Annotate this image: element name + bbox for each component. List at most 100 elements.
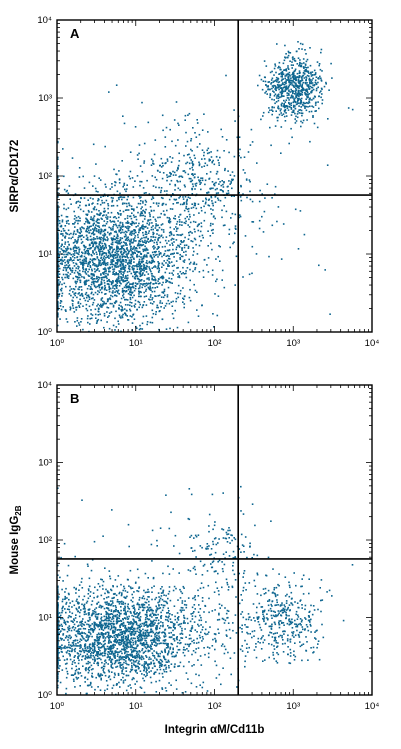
event-dot <box>133 591 135 593</box>
event-dot <box>80 263 82 265</box>
event-dot <box>57 216 59 219</box>
event-dot <box>137 202 140 205</box>
event-dot <box>75 247 78 250</box>
event-dot <box>81 234 83 237</box>
event-dot <box>88 656 90 659</box>
event-dot <box>82 210 85 213</box>
event-dot <box>149 288 151 291</box>
event-dot <box>284 101 287 103</box>
event-dot <box>98 291 101 294</box>
event-dot <box>206 264 208 266</box>
event-dot <box>74 647 77 650</box>
event-dot <box>196 637 198 640</box>
event-dot <box>191 193 194 195</box>
event-dot <box>69 627 71 630</box>
event-dot <box>194 188 196 190</box>
event-dot <box>77 215 80 218</box>
event-dot <box>170 232 173 235</box>
event-dot <box>115 273 118 276</box>
event-dot <box>121 246 123 248</box>
event-dot <box>105 247 107 249</box>
event-dot <box>162 231 165 233</box>
event-dot <box>160 306 162 308</box>
event-dot <box>310 82 312 85</box>
event-dot <box>127 225 129 228</box>
event-dot <box>138 328 141 331</box>
event-dot <box>57 645 59 647</box>
event-dot <box>240 199 243 202</box>
event-dot <box>229 174 232 176</box>
event-dot <box>261 88 264 91</box>
event-dot <box>84 280 86 283</box>
event-dot <box>239 215 242 218</box>
event-dot <box>157 601 159 604</box>
event-dot <box>68 223 70 225</box>
event-dot <box>312 115 314 117</box>
event-dot <box>189 299 192 302</box>
event-dot <box>78 251 80 253</box>
event-dot <box>111 291 114 294</box>
event-dot <box>155 311 157 313</box>
event-dot <box>183 184 186 186</box>
event-dot <box>57 219 59 222</box>
event-dot <box>158 252 161 255</box>
event-dot <box>285 68 288 70</box>
event-dot <box>131 230 134 232</box>
event-dot <box>91 600 94 602</box>
event-dot <box>61 262 63 264</box>
event-dot <box>292 109 294 112</box>
event-dot <box>124 284 127 287</box>
event-dot <box>123 607 125 610</box>
event-dot <box>311 89 314 92</box>
event-dot <box>198 634 201 637</box>
event-dot <box>289 75 291 77</box>
event-dot <box>89 288 92 290</box>
event-dot <box>127 195 129 198</box>
event-dot <box>164 250 167 252</box>
event-dot <box>104 183 107 186</box>
event-dot <box>139 290 142 293</box>
event-dot <box>160 296 163 298</box>
event-dot <box>115 295 118 297</box>
event-dot <box>208 204 211 207</box>
event-dot <box>190 139 192 142</box>
event-dot <box>182 170 185 172</box>
event-dot <box>87 321 89 324</box>
event-dot <box>118 229 120 232</box>
event-dot <box>145 267 147 269</box>
event-dot <box>97 198 100 200</box>
event-dot <box>114 284 117 287</box>
event-dot <box>275 97 278 99</box>
event-dot <box>246 196 248 199</box>
event-dot <box>80 289 83 291</box>
event-dot <box>176 252 178 254</box>
event-dot <box>144 268 147 270</box>
event-dot <box>267 111 270 114</box>
event-dot <box>195 182 198 185</box>
event-dot <box>108 290 111 293</box>
event-dot <box>181 602 184 604</box>
event-dot <box>79 220 81 222</box>
event-dot <box>290 88 292 91</box>
event-dot <box>78 231 81 234</box>
event-dot <box>82 268 85 271</box>
event-dot <box>161 586 163 588</box>
event-dot <box>206 633 209 635</box>
event-dot <box>129 287 132 290</box>
event-dot <box>143 642 145 644</box>
event-dot <box>137 667 140 670</box>
event-dot <box>104 258 106 261</box>
event-dot <box>75 246 78 248</box>
event-dot <box>119 221 122 224</box>
event-dot <box>295 78 297 80</box>
event-dot <box>147 588 149 591</box>
event-dot <box>150 294 152 296</box>
event-dot <box>230 217 232 219</box>
event-dot <box>280 87 283 89</box>
event-dot <box>164 214 166 216</box>
event-dot <box>99 241 101 243</box>
event-dot <box>141 237 143 240</box>
event-dot <box>129 308 131 311</box>
event-dot <box>172 174 175 176</box>
